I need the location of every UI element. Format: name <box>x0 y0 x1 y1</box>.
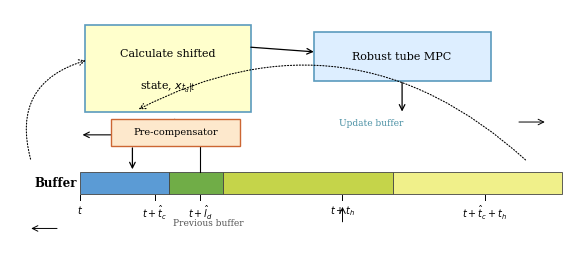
Text: $t+\hat{l}_d$: $t+\hat{l}_d$ <box>188 204 213 222</box>
FancyBboxPatch shape <box>85 25 251 112</box>
Text: Buffer: Buffer <box>34 177 77 190</box>
Bar <box>223 172 392 194</box>
Bar <box>80 172 169 194</box>
Text: Calculate shifted: Calculate shifted <box>120 49 216 59</box>
Text: $t$: $t$ <box>77 204 83 216</box>
Text: $t+\hat{t}_c+t_h$: $t+\hat{t}_c+t_h$ <box>462 204 507 222</box>
Text: Previous buffer: Previous buffer <box>173 220 244 228</box>
FancyBboxPatch shape <box>314 32 491 81</box>
Text: Pre-compensator: Pre-compensator <box>133 128 218 138</box>
Bar <box>392 172 562 194</box>
Text: $t+t_h$: $t+t_h$ <box>330 204 355 218</box>
Text: $t+\hat{t}_c$: $t+\hat{t}_c$ <box>142 204 167 222</box>
Bar <box>169 172 223 194</box>
FancyBboxPatch shape <box>111 119 240 146</box>
Text: state, $x_{t_d|t}$: state, $x_{t_d|t}$ <box>140 79 196 95</box>
Text: Update buffer: Update buffer <box>339 119 403 128</box>
Text: Robust tube MPC: Robust tube MPC <box>353 52 452 62</box>
